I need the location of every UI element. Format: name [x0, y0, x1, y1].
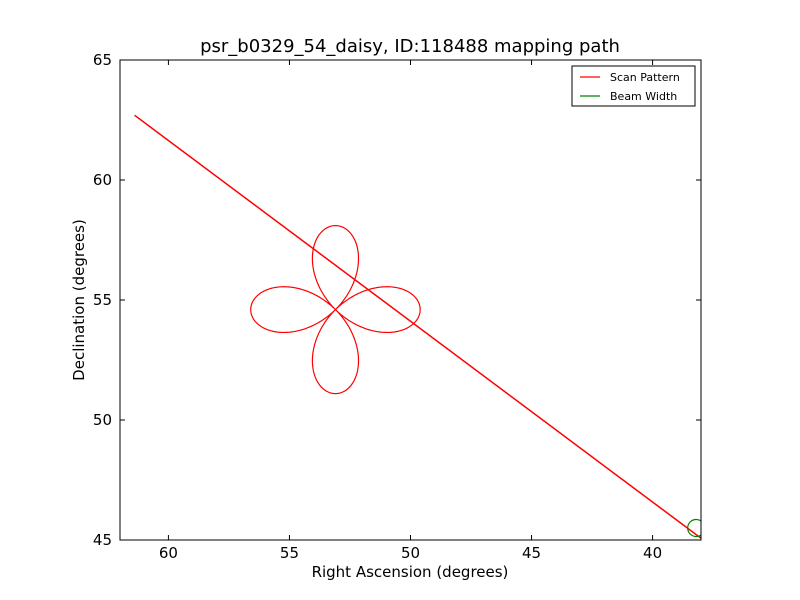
x-tick-label: 50 [401, 544, 420, 562]
scan-pattern-daisy-path [250, 224, 421, 395]
legend-label: Beam Width [610, 90, 677, 103]
x-tick-label: 40 [643, 544, 662, 562]
beam-width-circle [687, 518, 701, 538]
x-axis-label: Right Ascension (degrees) [312, 563, 509, 581]
y-tick-label: 65 [93, 51, 112, 69]
y-tick-label: 55 [93, 291, 112, 309]
chart-title: psr_b0329_54_daisy, ID:118488 mapping pa… [200, 36, 620, 57]
x-tick-label: 55 [280, 544, 299, 562]
legend-box [571, 65, 696, 107]
y-tick-label: 45 [93, 531, 112, 549]
legend: Scan Pattern Beam Width [571, 65, 696, 107]
plot-inner [134, 114, 701, 540]
x-tick-label: 45 [522, 544, 541, 562]
y-tick-label: 60 [93, 171, 112, 189]
y-axis-label: Declination (degrees) [70, 219, 88, 381]
x-tick-label: 60 [159, 544, 178, 562]
legend-label: Scan Pattern [610, 71, 680, 84]
plot-area [134, 114, 701, 540]
axes: 60 55 50 45 40 45 50 55 60 65 [93, 51, 702, 562]
y-tick-label: 50 [93, 411, 112, 429]
scan-pattern-slew-line [134, 114, 701, 540]
